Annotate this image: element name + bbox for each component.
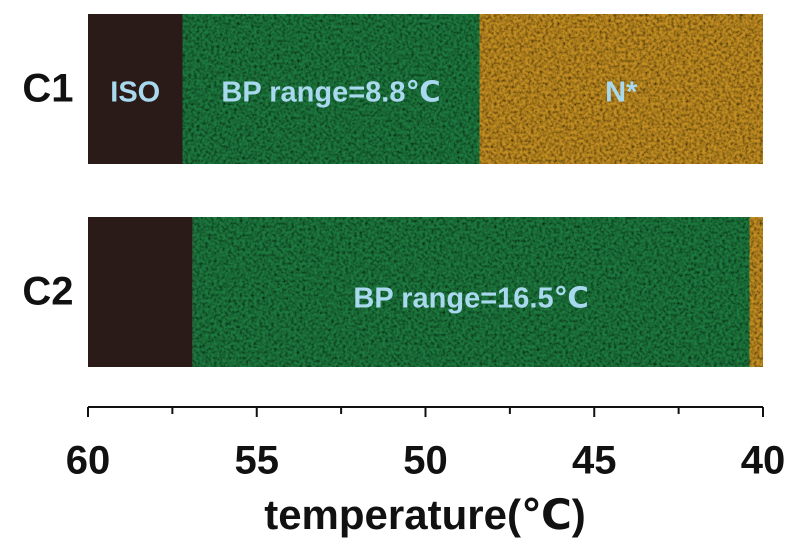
segment-label: N* xyxy=(605,77,638,109)
x-tick-label: 40 xyxy=(741,439,786,483)
x-tick-label: 60 xyxy=(66,439,111,483)
segment-label: ISO xyxy=(110,77,160,109)
segment-label: BP range=16.5℃ xyxy=(353,283,588,315)
chart: temperature(℃) C1 ISO BP range=8.8℃ N* C2 BP … xyxy=(0,0,795,544)
phase-segment xyxy=(88,217,193,367)
x-tick-label: 50 xyxy=(403,439,448,483)
x-tick-label: 45 xyxy=(572,439,617,483)
axis-title: temperature(℃) xyxy=(264,491,586,538)
row-label: C1 xyxy=(22,67,73,111)
row-label: C2 xyxy=(22,270,73,314)
segment-label: BP range=8.8℃ xyxy=(221,77,440,109)
x-tick-label: 55 xyxy=(235,439,280,483)
phase-segment xyxy=(750,217,764,367)
